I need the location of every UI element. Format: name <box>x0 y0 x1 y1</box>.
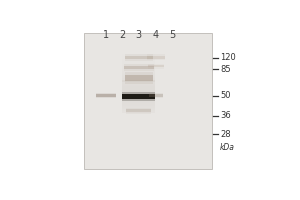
Bar <box>122 59 155 60</box>
Bar <box>84 33 212 169</box>
Bar <box>122 91 155 92</box>
Bar <box>122 93 155 94</box>
Bar <box>125 81 153 84</box>
Bar <box>122 87 155 88</box>
Bar <box>122 94 155 99</box>
Bar <box>122 76 155 77</box>
Bar <box>122 55 155 56</box>
Text: 85: 85 <box>220 65 231 74</box>
Bar <box>122 77 155 78</box>
Bar <box>122 65 155 66</box>
Text: 3: 3 <box>136 30 142 40</box>
Bar <box>122 95 155 96</box>
Bar <box>122 100 155 101</box>
Bar <box>122 81 155 83</box>
Bar <box>122 109 155 110</box>
Bar <box>122 75 155 76</box>
Bar <box>126 109 152 112</box>
Bar <box>122 86 155 87</box>
Bar <box>147 54 165 56</box>
Bar <box>149 97 163 98</box>
Bar <box>122 108 155 109</box>
Text: 5: 5 <box>169 30 176 40</box>
Text: kDa: kDa <box>220 143 235 152</box>
Bar <box>122 79 155 81</box>
Bar <box>122 92 155 94</box>
Bar <box>126 112 152 114</box>
Bar <box>122 57 155 58</box>
Bar <box>122 94 155 95</box>
Bar <box>122 63 155 64</box>
Bar <box>122 96 155 97</box>
Text: 36: 36 <box>220 111 231 120</box>
Bar <box>122 90 155 91</box>
Bar <box>149 94 163 97</box>
Bar <box>122 88 155 89</box>
Bar <box>122 85 155 86</box>
Bar <box>96 97 116 98</box>
Bar <box>122 99 155 101</box>
Bar <box>124 66 154 69</box>
Bar <box>122 89 155 90</box>
Bar <box>122 107 155 108</box>
Bar <box>122 105 155 106</box>
Bar <box>122 84 155 85</box>
Bar <box>122 80 155 82</box>
Bar <box>125 72 153 75</box>
Bar <box>122 64 155 65</box>
Bar <box>122 106 155 107</box>
Bar <box>122 98 155 99</box>
Bar <box>125 54 153 56</box>
Bar <box>122 54 155 55</box>
Bar <box>122 112 155 113</box>
Text: 120: 120 <box>220 53 236 62</box>
Bar <box>122 111 155 112</box>
Bar <box>122 62 155 63</box>
Bar <box>148 64 164 65</box>
Bar <box>122 71 155 72</box>
Bar <box>148 65 164 67</box>
Bar <box>122 101 155 102</box>
Bar <box>122 60 155 61</box>
Bar <box>122 110 155 111</box>
Bar <box>122 74 155 75</box>
Text: 50: 50 <box>220 91 230 100</box>
Bar <box>122 56 155 57</box>
Bar <box>122 58 155 59</box>
Bar <box>122 103 155 104</box>
Bar <box>122 92 155 93</box>
Bar <box>122 78 155 79</box>
Bar <box>122 61 155 62</box>
Bar <box>125 56 153 59</box>
Bar <box>122 72 155 73</box>
Bar <box>147 59 165 60</box>
Text: 1: 1 <box>103 30 109 40</box>
Bar <box>148 67 164 69</box>
Bar <box>126 108 152 109</box>
Bar <box>122 83 155 84</box>
Bar <box>124 64 154 66</box>
Bar <box>149 93 163 94</box>
Bar <box>122 73 155 74</box>
Bar <box>125 75 153 81</box>
Text: 28: 28 <box>220 130 231 139</box>
Bar <box>122 99 155 100</box>
Bar <box>122 102 155 103</box>
Bar <box>122 68 155 69</box>
Bar <box>122 97 155 98</box>
Bar <box>122 69 155 70</box>
Bar <box>122 66 155 67</box>
Bar <box>96 94 116 97</box>
Bar <box>122 70 155 71</box>
Text: 2: 2 <box>119 30 125 40</box>
Bar <box>124 69 154 71</box>
Text: 4: 4 <box>153 30 159 40</box>
Bar <box>96 93 116 94</box>
Bar <box>147 56 165 59</box>
Bar <box>122 67 155 68</box>
Bar <box>122 104 155 105</box>
Bar <box>125 59 153 61</box>
